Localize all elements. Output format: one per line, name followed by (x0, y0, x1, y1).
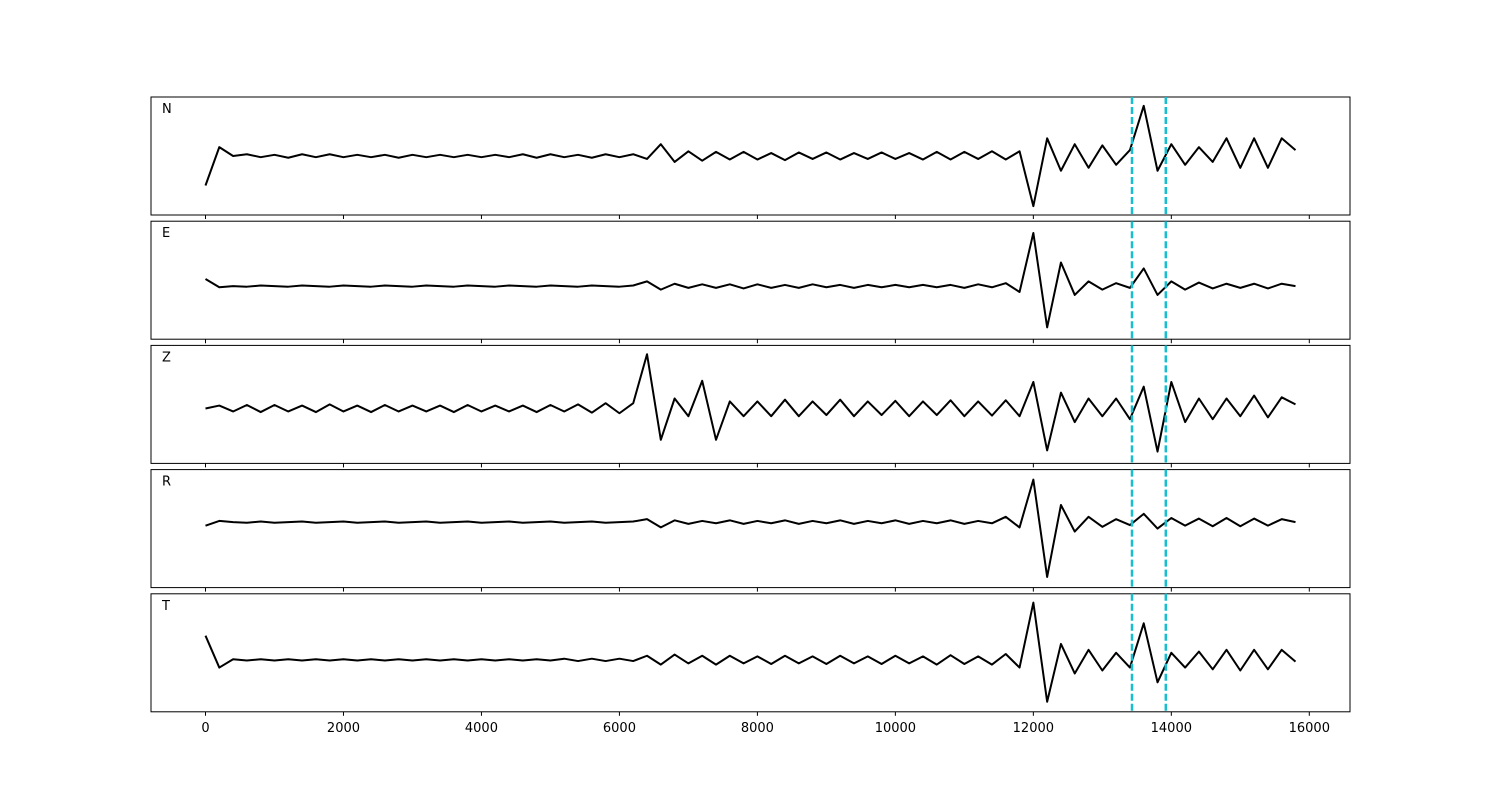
x-tick-label: 10000 (875, 721, 916, 736)
panel-label: N (162, 102, 172, 117)
x-tick-label: 0 (201, 721, 209, 736)
panel-frame (150, 344, 1351, 464)
panel-frame (150, 593, 1351, 713)
trace-line (205, 478, 1296, 578)
panel-label: Z (162, 350, 171, 365)
x-tick-label: 6000 (603, 721, 636, 736)
panel-label: T (161, 599, 170, 614)
x-tick-label: 12000 (1013, 721, 1054, 736)
trace-line (204, 601, 1297, 703)
x-tick-label: 4000 (465, 721, 498, 736)
x-tick-label: 2000 (327, 721, 360, 736)
panel-label: E (162, 226, 170, 241)
x-tick-label: 14000 (1151, 721, 1192, 736)
panel-frame (150, 469, 1351, 589)
trace-line (204, 104, 1297, 208)
panel-frame (150, 96, 1351, 216)
x-tick-label: 16000 (1289, 721, 1330, 736)
x-tick-label: 8000 (741, 721, 774, 736)
panel-label: R (162, 475, 171, 490)
panel-frame (150, 220, 1351, 340)
trace-line (204, 232, 1296, 329)
trace-line (205, 353, 1296, 453)
